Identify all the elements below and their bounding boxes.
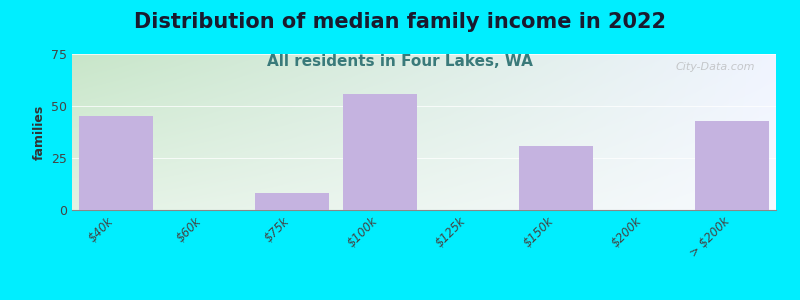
- Bar: [342, 94, 418, 210]
- Text: All residents in Four Lakes, WA: All residents in Four Lakes, WA: [267, 54, 533, 69]
- Bar: [694, 121, 770, 210]
- Text: City-Data.com: City-Data.com: [675, 62, 755, 72]
- Bar: [254, 194, 330, 210]
- Bar: [518, 146, 594, 210]
- Y-axis label: families: families: [33, 104, 46, 160]
- Text: Distribution of median family income in 2022: Distribution of median family income in …: [134, 12, 666, 32]
- Bar: [78, 116, 154, 210]
